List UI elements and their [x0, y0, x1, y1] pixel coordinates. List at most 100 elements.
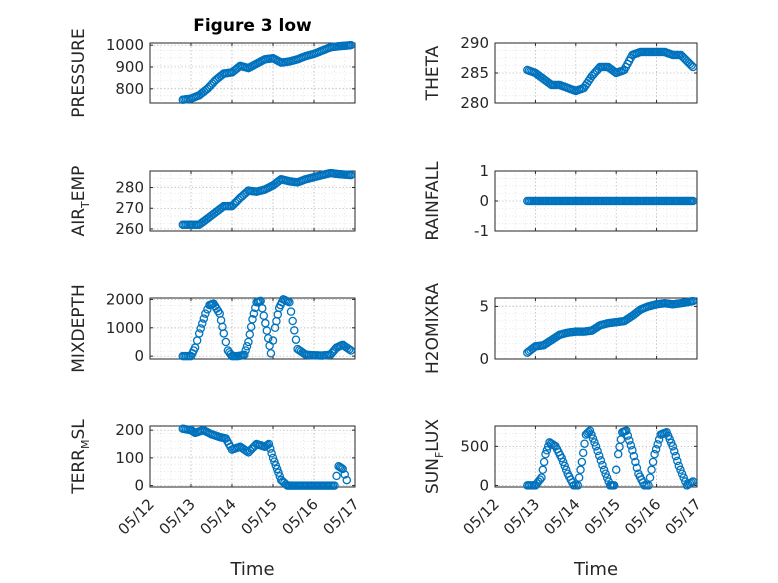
data-point: [246, 322, 256, 332]
data-point: [340, 470, 349, 479]
y-tick-label: 0: [134, 477, 144, 495]
series-markers: [523, 296, 698, 357]
data-point: [631, 457, 640, 467]
data-point: [576, 465, 585, 475]
series-markers: [178, 295, 356, 361]
series-markers: [178, 40, 356, 104]
data-point: [266, 444, 275, 453]
data-point: [285, 298, 294, 307]
y-tick-label: 0: [479, 350, 489, 368]
y-tick-label: 800: [115, 80, 144, 98]
data-point: [578, 448, 588, 458]
data-point: [670, 446, 679, 456]
y-tick-label: 500: [460, 437, 489, 455]
x-axis-label: Time: [573, 559, 618, 580]
y-tick-label: 1000: [106, 319, 144, 337]
data-point: [221, 337, 231, 347]
y-tick-label: 1000: [106, 36, 144, 54]
data-point: [591, 442, 601, 451]
data-point: [346, 40, 356, 50]
data-point: [582, 429, 592, 438]
data-point: [346, 346, 356, 355]
data-point: [288, 316, 297, 326]
data-point: [259, 311, 269, 320]
data-point: [557, 453, 566, 463]
y-axis-label: AIRTEMP: [69, 166, 92, 237]
x-tick-label: 05/17: [662, 495, 705, 538]
y-tick-label: -1: [474, 222, 489, 240]
series-markers: [523, 196, 698, 206]
y-tick-label: 2000: [106, 290, 144, 308]
panel-mixdepth: 0 1000 2000 MIXDEPTH: [69, 284, 356, 373]
data-point: [192, 336, 202, 345]
data-point: [248, 315, 257, 324]
axes-frame: [494, 297, 698, 360]
x-tick-label: 05/13: [500, 495, 543, 538]
y-axis-label: RAINFALL: [423, 161, 443, 241]
data-point: [574, 473, 584, 482]
data-point: [626, 441, 636, 450]
x-tick-label: 05/13: [156, 495, 199, 538]
data-point: [651, 445, 661, 454]
data-point: [346, 170, 356, 180]
data-point: [587, 430, 596, 439]
data-point: [268, 336, 278, 345]
data-point: [588, 434, 598, 443]
x-axis-label: Time: [229, 559, 274, 580]
data-point: [201, 309, 210, 318]
data-point: [688, 296, 698, 306]
data-point: [687, 61, 696, 70]
data-point: [585, 426, 595, 435]
data-point: [577, 457, 587, 467]
x-tick-label: 05/12: [460, 495, 503, 538]
y-axis-label: PRESSURE: [69, 28, 89, 117]
data-point: [645, 473, 655, 482]
y-tick-label: 900: [115, 58, 144, 76]
y-tick-label: 0: [479, 476, 489, 494]
data-point: [218, 322, 227, 332]
data-point: [342, 475, 352, 485]
data-point: [601, 469, 610, 478]
y-tick-label: 280: [115, 179, 144, 197]
y-axis-label: SUNFLUX: [423, 419, 446, 494]
y-tick-label: 260: [115, 220, 144, 238]
data-point: [671, 451, 681, 461]
x-tick-label: 05/16: [279, 495, 322, 538]
data-point: [242, 446, 252, 456]
data-point: [593, 446, 602, 456]
x-tick-label: 05/12: [115, 495, 158, 538]
data-point: [688, 196, 698, 206]
data-point: [628, 445, 637, 455]
y-tick-label: 290: [460, 34, 489, 52]
chart-title: Figure 3 low: [193, 16, 312, 36]
data-point: [266, 349, 276, 358]
data-point: [272, 316, 281, 326]
data-point: [648, 457, 658, 467]
data-point: [290, 326, 299, 335]
data-point: [271, 461, 280, 470]
data-point: [264, 439, 274, 449]
y-tick-label: 100: [115, 449, 144, 467]
panel-pressure: 800 900 1000 PRESSURE Figure 3 low: [69, 16, 356, 118]
data-point: [262, 326, 272, 335]
series-markers: [523, 47, 698, 96]
data-point: [216, 315, 226, 325]
y-tick-label: 0: [479, 192, 489, 210]
data-point: [688, 62, 698, 72]
x-tick-label: 05/15: [238, 495, 281, 538]
data-point: [219, 329, 229, 338]
data-point: [286, 307, 296, 316]
data-point: [273, 310, 283, 319]
data-point: [535, 475, 545, 484]
data-point: [244, 337, 253, 347]
data-point: [245, 330, 255, 339]
data-point: [629, 451, 639, 461]
axes-frame: [149, 297, 356, 360]
data-point: [272, 464, 282, 474]
data-point: [650, 449, 659, 459]
data-point: [196, 324, 205, 333]
data-point: [594, 451, 604, 460]
data-point: [647, 465, 656, 475]
